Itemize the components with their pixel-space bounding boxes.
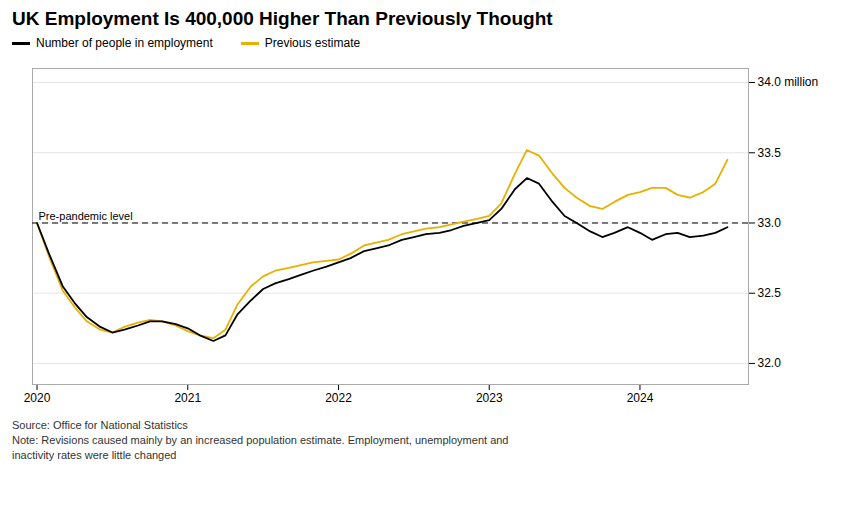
svg-text:32.0: 32.0 <box>758 356 782 370</box>
svg-text:2022: 2022 <box>325 391 352 405</box>
svg-text:33.5: 33.5 <box>758 146 782 160</box>
html-text:UK Employment Is 400,000 Highe: UK Employment Is 400,000 Higher Than Pre… <box>12 8 553 29</box>
html-text:Source: Office for National St: Source: Office for National Statistics <box>12 419 188 431</box>
svg-text:2023: 2023 <box>476 391 503 405</box>
svg-text:2020: 2020 <box>24 391 51 405</box>
html-text:Number of people in employment: Number of people in employment <box>36 36 213 50</box>
html-text:Previous estimate: Previous estimate <box>264 36 361 50</box>
svg-text:32.5: 32.5 <box>758 286 782 300</box>
svg-text:33.0: 33.0 <box>758 216 782 230</box>
svg-text:34.0 million: 34.0 million <box>758 75 819 89</box>
html-text:Note: Revisions caused mainly: Note: Revisions caused mainly by an incr… <box>12 433 509 461</box>
svg-text:2024: 2024 <box>627 391 654 405</box>
svg-text:Pre-pandemic level: Pre-pandemic level <box>39 210 133 222</box>
svg-text:2021: 2021 <box>174 391 201 405</box>
